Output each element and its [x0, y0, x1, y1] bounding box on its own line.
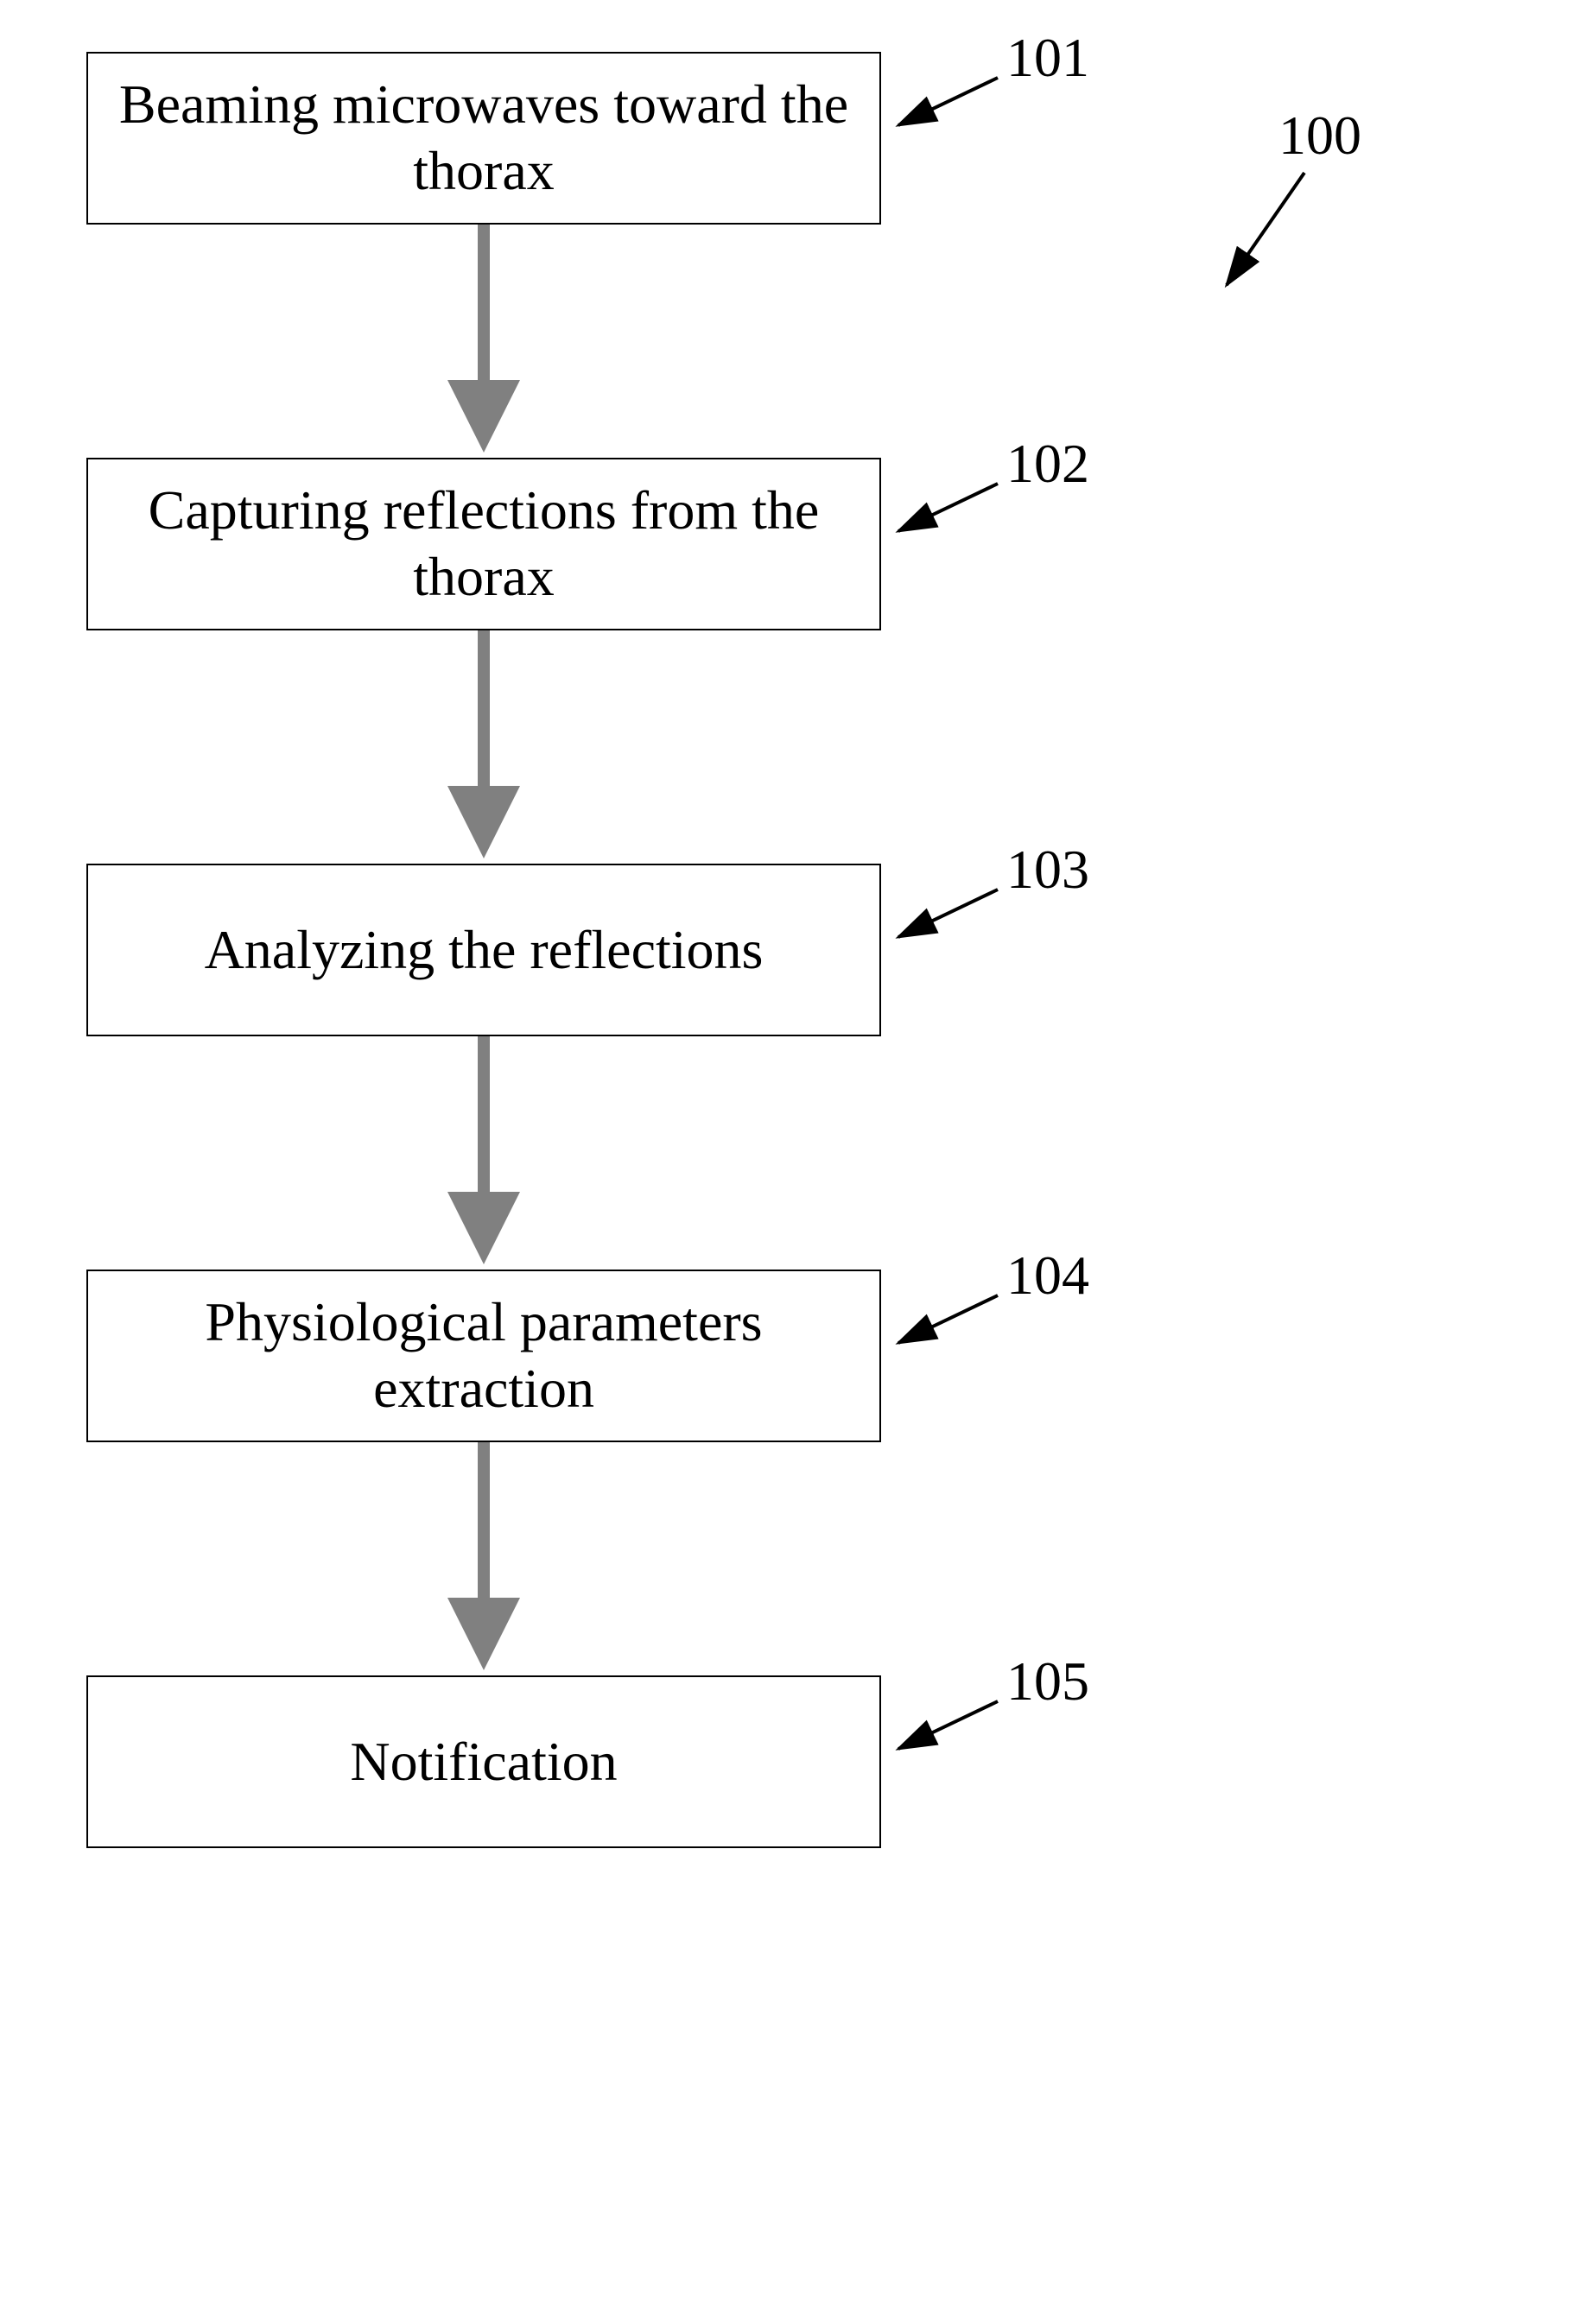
ref-label: 105	[1006, 1650, 1089, 1713]
label-arrow	[898, 1295, 998, 1343]
flow-node-text: Capturing reflections from the thorax	[105, 478, 862, 611]
arrows-overlay	[0, 0, 1586, 2324]
ref-label: 101	[1006, 26, 1089, 90]
label-arrow	[898, 890, 998, 937]
flow-node: Capturing reflections from the thorax	[86, 458, 881, 630]
flow-node-text: Physiological parameters extraction	[105, 1289, 862, 1422]
flow-node: Physiological parameters extraction	[86, 1270, 881, 1442]
ref-label: 102	[1006, 432, 1089, 496]
flow-node-text: Beaming microwaves toward the thorax	[105, 72, 862, 205]
label-arrow	[898, 78, 998, 125]
label-arrow	[898, 484, 998, 531]
ref-label: 100	[1278, 104, 1361, 168]
flow-node: Analyzing the reflections	[86, 864, 881, 1036]
flowchart-canvas: Beaming microwaves toward the thorax Cap…	[0, 0, 1586, 2324]
flow-node: Beaming microwaves toward the thorax	[86, 52, 881, 225]
ref-label: 104	[1006, 1244, 1089, 1308]
flow-node-text: Notification	[350, 1729, 617, 1795]
flow-node: Notification	[86, 1675, 881, 1848]
label-arrow	[898, 1701, 998, 1749]
flow-node-text: Analyzing the reflections	[205, 917, 764, 984]
label-arrow	[1227, 173, 1304, 285]
ref-label: 103	[1006, 838, 1089, 902]
